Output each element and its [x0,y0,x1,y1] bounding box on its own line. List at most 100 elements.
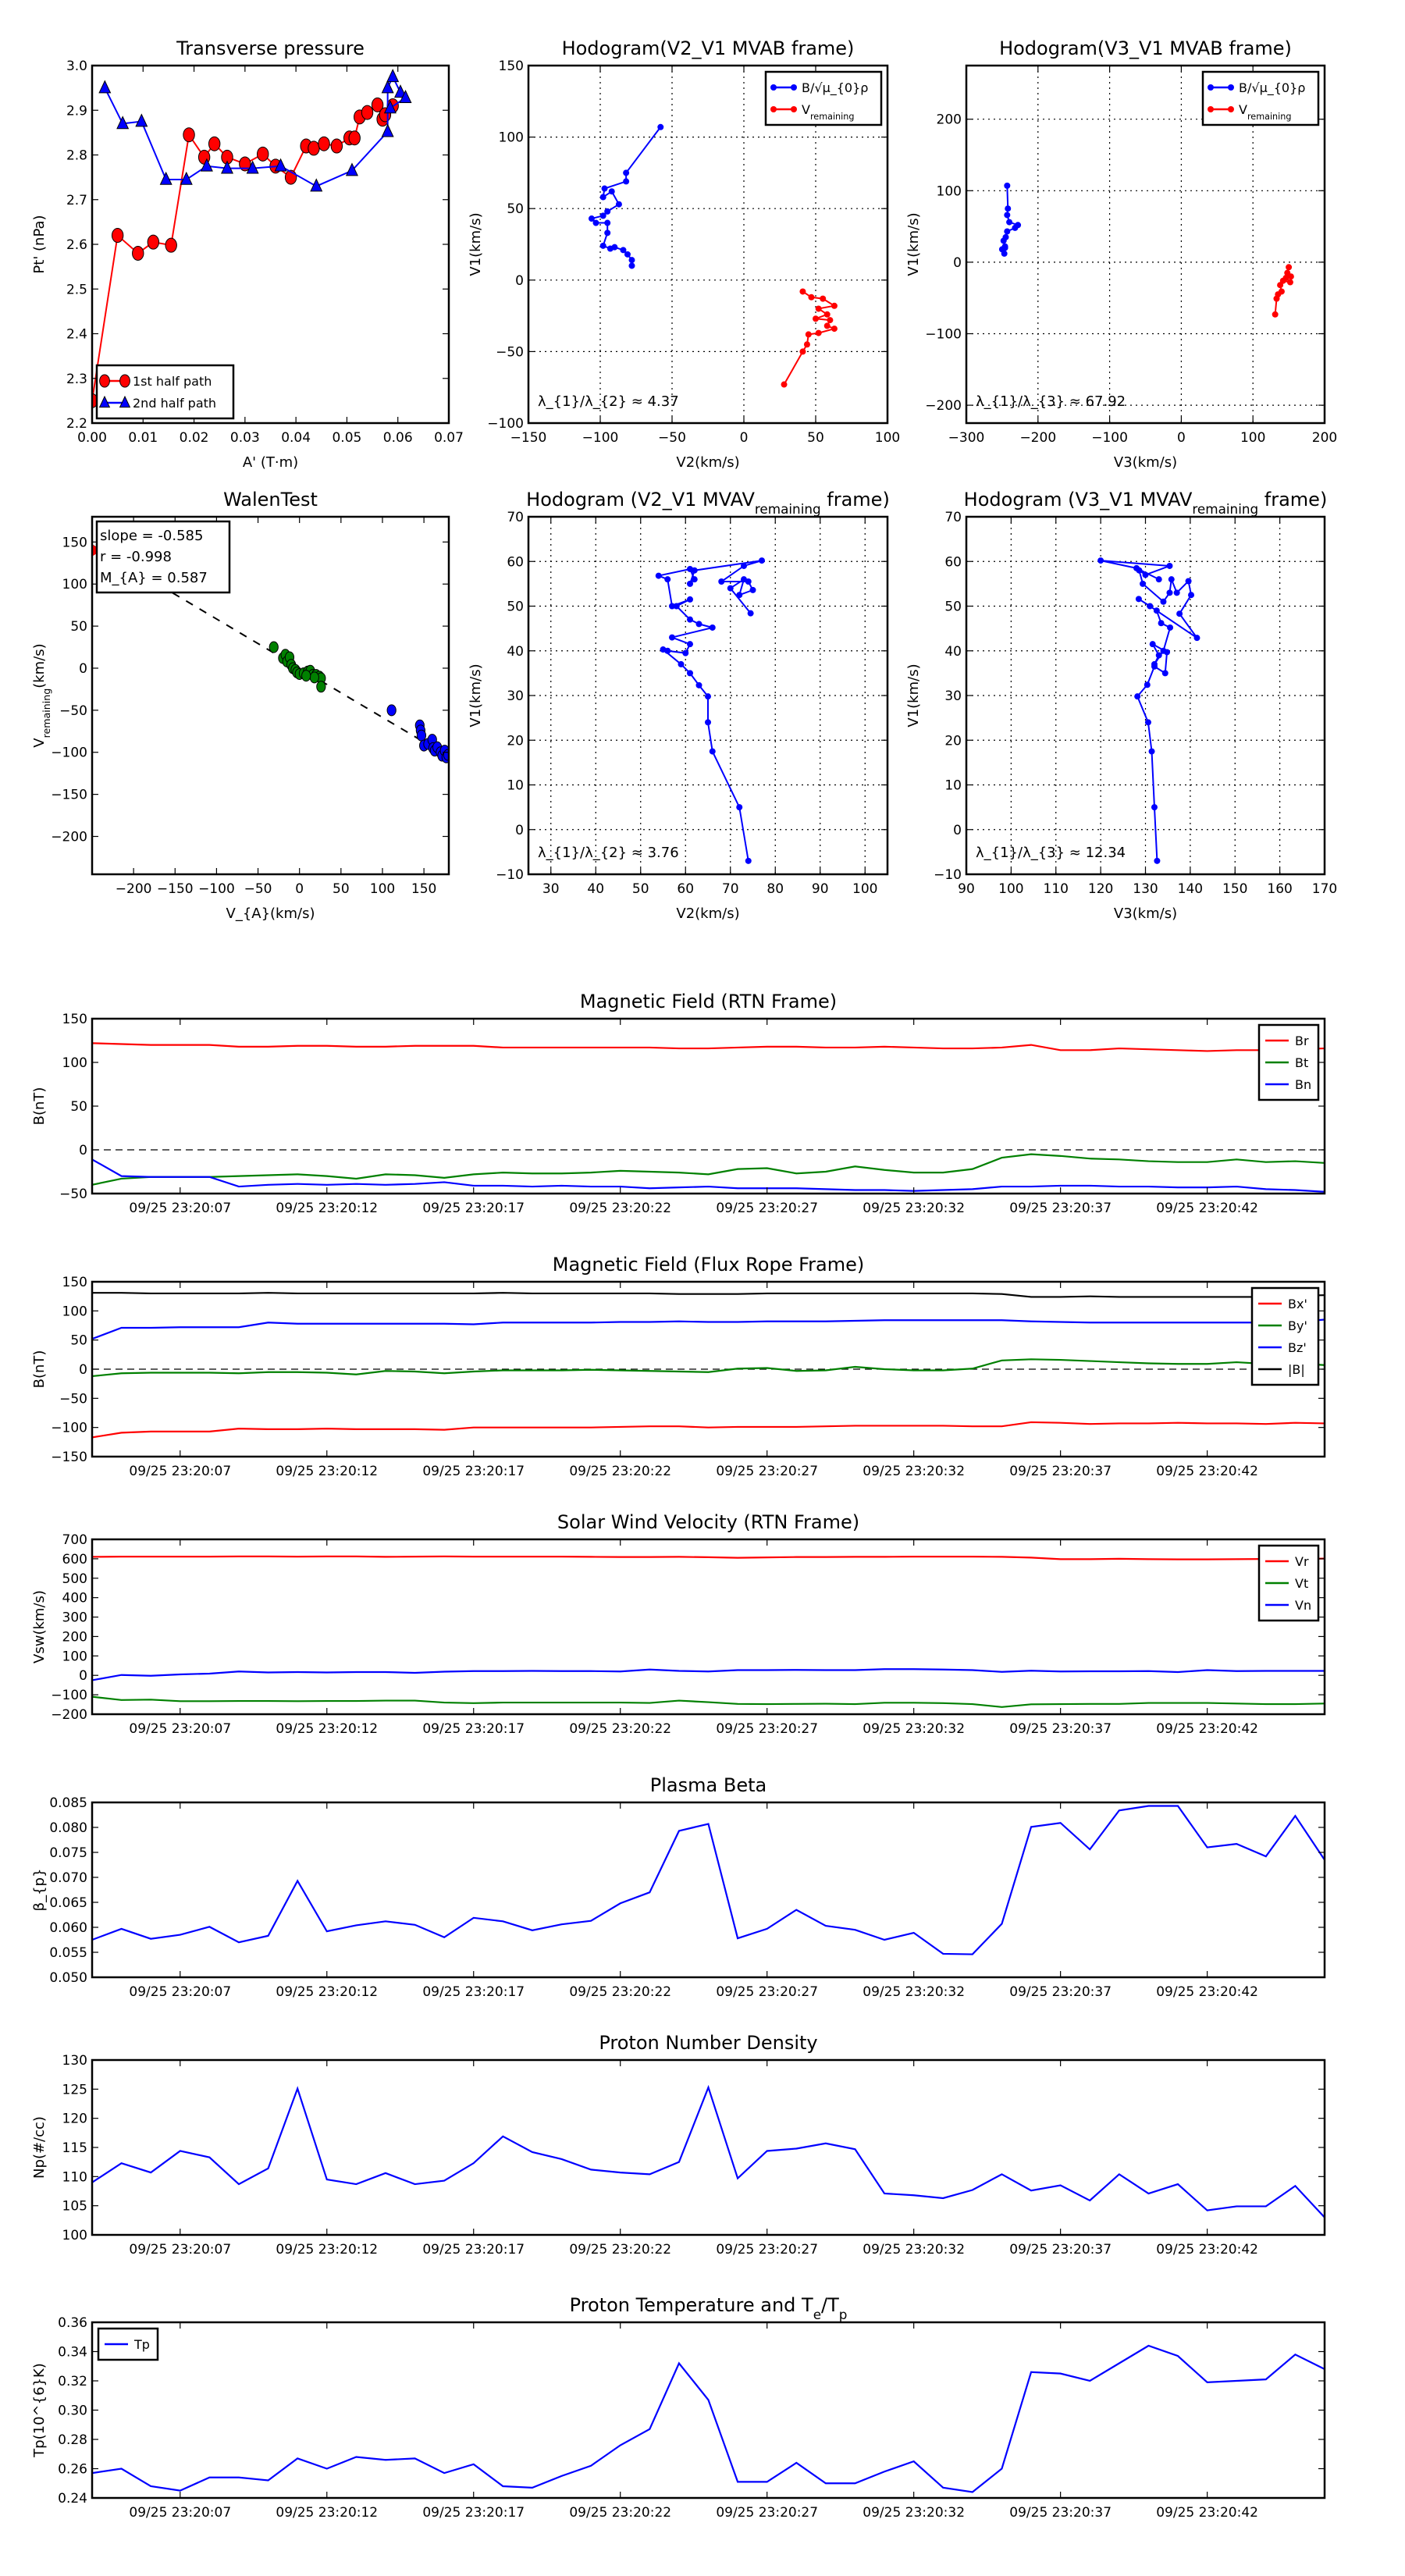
y-axis-label: V1(km/s) [905,664,922,727]
data-point [601,185,608,192]
data-point [132,245,144,261]
data-point [318,136,330,151]
series-2nd-half-path [98,69,412,192]
y-tick-label: 100 [499,130,524,146]
y-tick-label: 40 [944,644,962,660]
data-point [383,100,397,114]
data-point [165,237,177,253]
data-point [655,572,662,579]
x-tick-label: −50 [244,881,272,897]
x-tick-label: 09/25 23:20:17 [422,1984,525,2000]
x-tick-label: −50 [658,430,686,446]
data-point [831,302,838,309]
series-bx [92,1421,1325,1439]
data-point [1273,295,1280,302]
series-line [92,1153,1325,1186]
y-tick-label: 0 [515,273,524,289]
data-point [815,305,822,312]
data-point [759,557,765,564]
y-axis-label: V1(km/s) [468,664,484,727]
plot-marks [588,123,838,388]
x-tick-label: −150 [157,881,194,897]
x-tick-label: 150 [411,881,436,897]
y-tick-label: 200 [62,1629,87,1645]
x-tick-label: 09/25 23:20:17 [422,1201,525,1216]
data-point [1097,557,1104,564]
y-tick-label: 115 [62,2140,87,2156]
x-tick-label: 09/25 23:20:42 [1156,2242,1258,2258]
x-tick-label: 09/25 23:20:27 [716,1721,818,1737]
plot-marks [1097,557,1200,864]
plot-area [92,1019,1325,1194]
y-tick-label: −50 [496,344,524,360]
chart-title: Plasma Beta [650,1774,767,1796]
data-point [399,90,412,104]
data-point [1005,205,1012,212]
data-point [781,381,788,388]
data-point [1004,228,1011,235]
data-point [308,141,320,156]
x-tick-label: 09/25 23:20:07 [129,1201,231,1216]
chart-title: Proton Number Density [599,2032,817,2054]
data-point [599,194,606,201]
data-point [183,127,195,143]
axes-frame [91,1538,1326,1716]
plot-marks [92,1292,1325,1439]
eigenvalue-ratio-annotation: λ_{1}/λ_{2} ≈ 3.76 [538,845,679,861]
data-point [1286,264,1293,271]
x-tick-label: 09/25 23:20:27 [716,1984,818,2000]
y-tick-label: 100 [937,183,962,199]
y-tick-label: 50 [507,600,524,615]
data-point [1134,693,1141,700]
x-tick-label: 09/25 23:20:37 [1009,1984,1112,2000]
y-tick-label: 0.24 [58,2491,87,2507]
data-point [799,348,806,355]
legend-label: Bx' [1288,1297,1307,1311]
y-tick-label: 2.6 [66,237,87,253]
data-point [620,247,627,254]
y-tick-label: 130 [62,2053,87,2069]
y-tick-label: 0.28 [58,2432,87,2448]
x-tick-label: 0.05 [332,430,361,446]
x-tick-label: −100 [198,881,235,897]
x-tick-label: 09/25 23:20:12 [276,1464,378,1479]
x-tick-label: 09/25 23:20:32 [863,1721,965,1737]
x-tick-label: 09/25 23:20:32 [863,1201,965,1216]
data-point [1004,212,1011,219]
data-point [669,603,675,610]
data-point [727,585,734,592]
x-tick-label: 09/25 23:20:22 [569,2505,671,2521]
data-point [745,857,752,864]
data-point [1153,607,1160,614]
legend-marker [1208,106,1214,112]
series-line [92,1292,1325,1298]
legend-label: Bz' [1288,1340,1307,1355]
data-point [221,160,233,174]
y-axis-label: Pt' (nPa) [31,215,48,273]
series-line [92,1805,1325,1955]
x-tick-label: 140 [1178,881,1203,897]
y-tick-label: 2.3 [66,372,87,387]
x-tick-label: 09/25 23:20:07 [129,1984,231,2000]
x-tick-label: 09/25 23:20:07 [129,1721,231,1737]
chart-solar-wind-velocity: 09/25 23:20:07 09/25 23:20:12 09/25 23:20:… [31,1511,1326,1737]
axes-frame [965,64,1326,425]
data-point [741,562,747,569]
data-point [159,171,173,185]
y-tick-label: 60 [944,554,962,570]
statistic-text: r = -0.998 [100,549,172,565]
x-tick-label: 09/25 23:20:32 [863,1984,965,2000]
x-tick-label: 100 [370,881,395,897]
legend-label: |B| [1288,1362,1305,1377]
data-point [604,208,611,215]
series-vremaining [781,288,838,388]
data-point [330,138,343,154]
data-point [1000,237,1007,244]
legend: B/√μ_{0}ρ Vremaining [764,70,883,126]
plot-marks [655,557,765,864]
data-point [592,219,599,226]
x-tick-label: 09/25 23:20:12 [276,2505,378,2521]
chart-title: Magnetic Field (RTN Frame) [580,991,837,1012]
data-point [736,804,743,811]
